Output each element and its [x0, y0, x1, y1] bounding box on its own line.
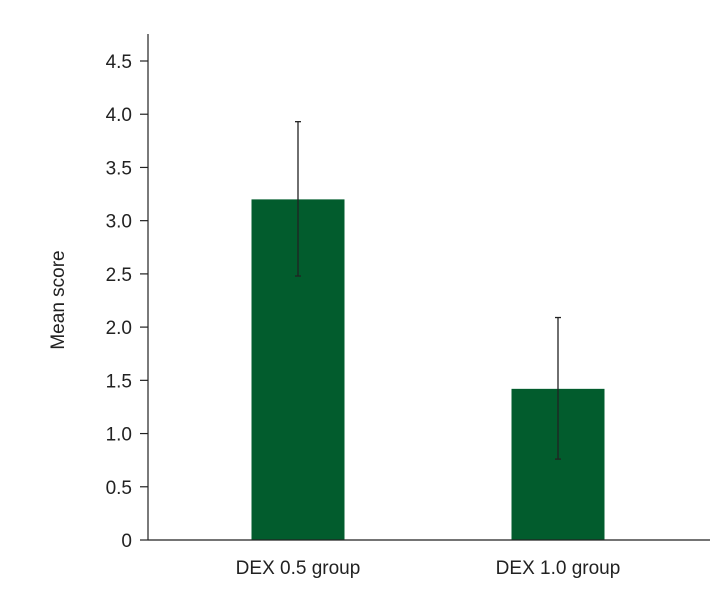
bars: [251, 199, 605, 540]
y-tick-label: 1.5: [106, 371, 132, 392]
y-tick-label: 4.5: [106, 52, 132, 73]
y-tick-label: 2.5: [106, 265, 132, 286]
error-bars: [295, 121, 561, 460]
y-axis-title: Mean score: [48, 250, 69, 349]
y-tick-label: 0: [121, 531, 132, 552]
x-axis-labels: DEX 0.5 group DEX 1.0 group: [236, 558, 621, 579]
x-category-label: DEX 1.0 group: [496, 558, 621, 579]
y-tick-label: 1.0: [106, 425, 132, 446]
y-tick-label: 4.0: [106, 105, 132, 126]
y-tick-label: 3.5: [106, 158, 132, 179]
y-tick-label: 0.5: [106, 478, 132, 499]
y-tick-label: 2.0: [106, 318, 132, 339]
error-bar: [295, 121, 301, 277]
y-tick-label: 3.0: [106, 212, 132, 233]
x-category-label: DEX 0.5 group: [236, 558, 361, 579]
y-axis-ticks: 0 0.5 1.0 1.5 2.0 2.5 3.0 3.5 4.0 4.5: [106, 52, 148, 552]
error-bar: [555, 316, 561, 460]
